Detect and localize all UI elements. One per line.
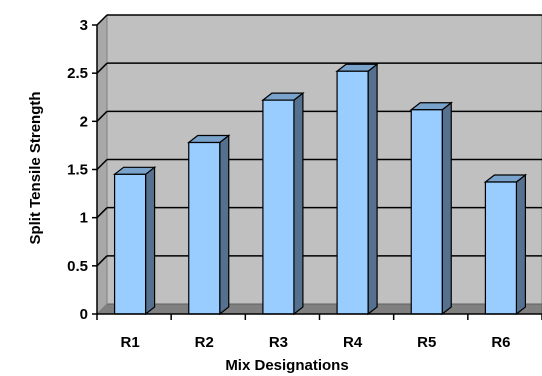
plot-area [95,13,542,316]
x-tick-labels: R1 R2 R3 R4 R5 R6 [120,334,510,351]
x-tick-label: R5 [417,334,436,351]
bar-r5 [409,101,453,316]
bar-r2 [187,134,231,316]
gridline-side [96,207,108,219]
y-tick-label: 0 [80,306,88,323]
bar-side [515,173,527,316]
gridline-side [96,255,108,267]
axes [92,24,542,320]
x-tick-label: R6 [491,334,510,351]
bar-r4 [335,63,379,316]
bar-side [367,63,378,316]
bar-front [336,70,369,315]
bar-front [188,141,221,315]
gridline-side [96,62,108,74]
y-tick-label: 2 [80,113,88,130]
bar-r6 [483,173,528,316]
y-tick-label: 1 [80,210,88,227]
gridlines [96,14,542,267]
y-tick-label: 3 [80,17,88,34]
x-tick-label: R3 [269,334,288,351]
bar-side [441,101,452,316]
x-tick-label: R4 [343,334,363,351]
bar-r3 [261,91,305,316]
x-tick-label: R1 [120,334,139,351]
y-tick-label: 0.5 [67,258,88,275]
y-tick-labels: 0 0.5 1 1.5 2 2.5 3 [67,17,88,323]
bar-front [113,173,147,315]
x-axis-title: Mix Designations [225,357,348,374]
bar-side [219,134,230,316]
gridline-side [96,14,108,26]
y-axis-title: Split Tensile Strength [27,91,44,244]
bar-front [410,109,443,315]
gridline-side [96,110,108,122]
bar-r1 [112,166,157,316]
bar-front [484,181,518,315]
bar-side [144,166,156,316]
plot-floor [95,303,542,315]
y-tick-label: 2.5 [67,65,88,82]
bar-front [262,99,295,315]
bars [112,63,528,316]
gridline-side [96,158,108,171]
bar-side [293,91,304,316]
y-tick-label: 1.5 [67,162,88,179]
x-tick-label: R2 [195,334,214,351]
